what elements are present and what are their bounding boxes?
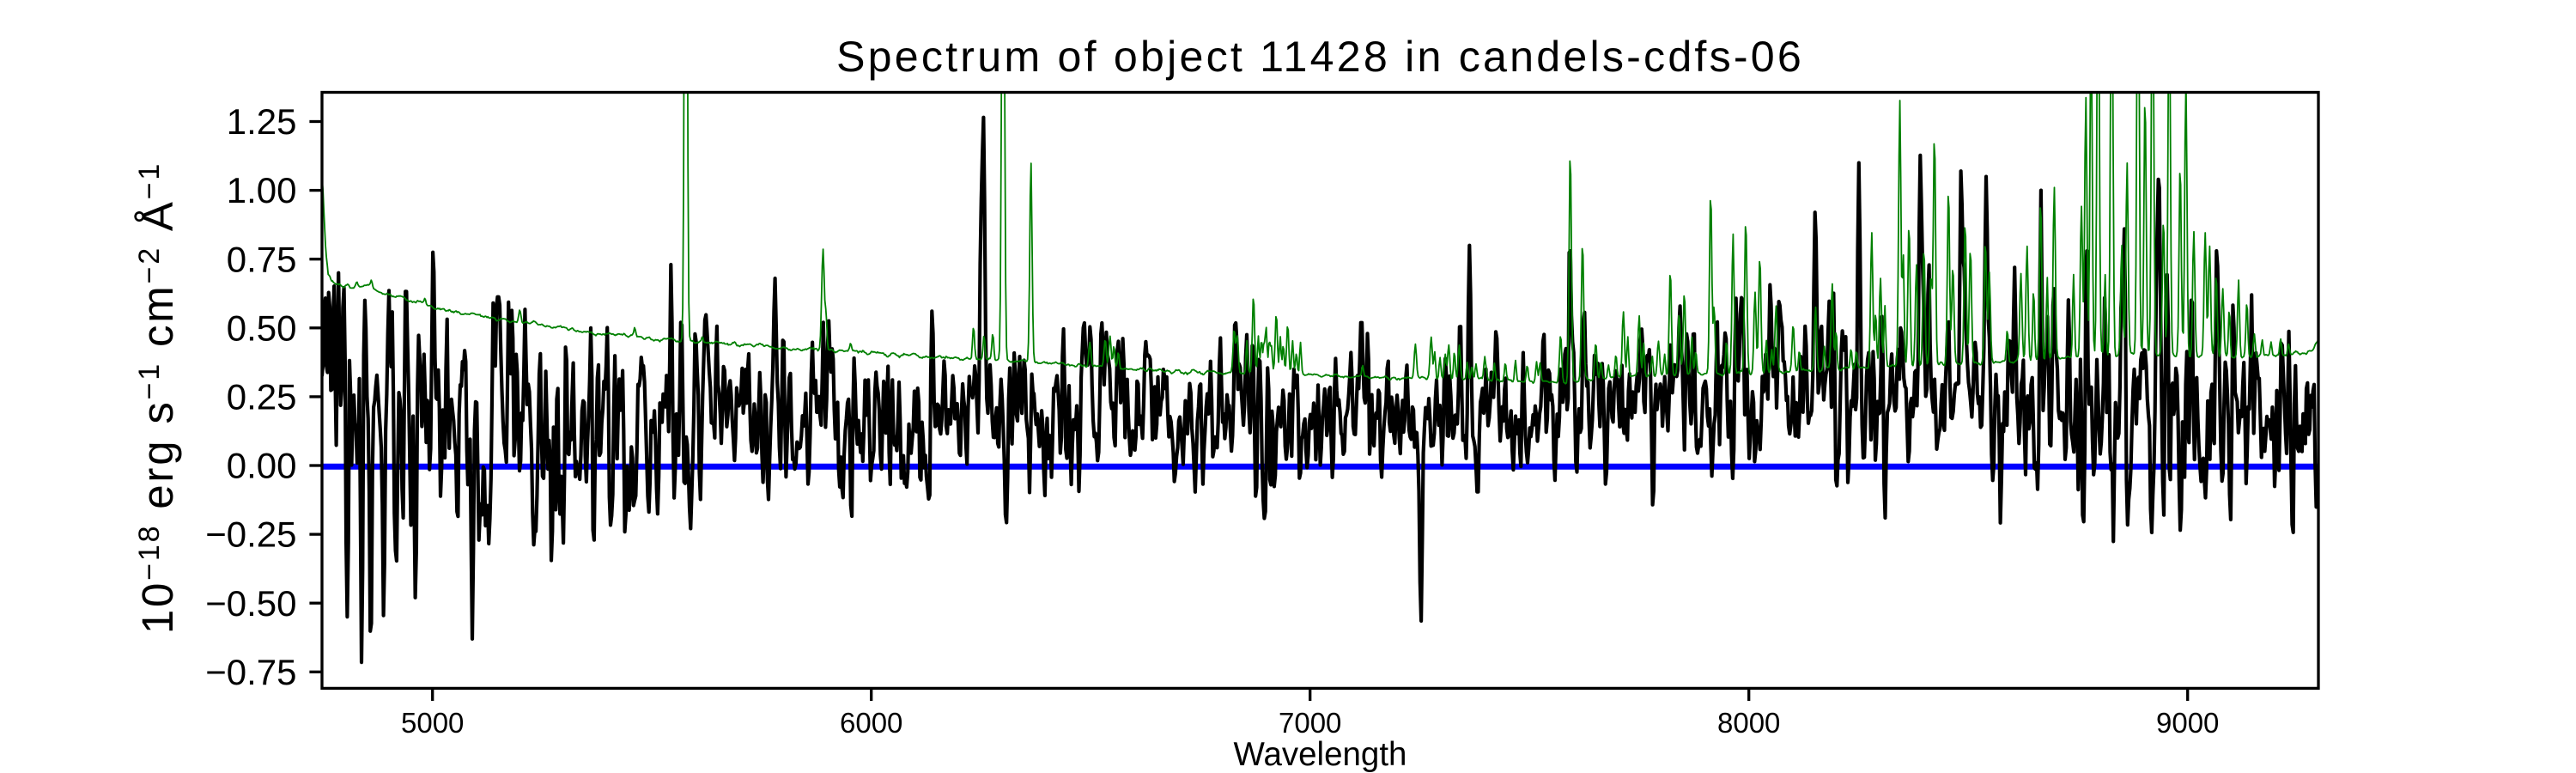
svg-text:−0.50: −0.50 — [205, 583, 296, 624]
svg-text:6000: 6000 — [840, 707, 902, 739]
svg-text:7000: 7000 — [1279, 707, 1341, 739]
svg-text:Wavelength: Wavelength — [1234, 736, 1407, 773]
svg-text:5000: 5000 — [401, 707, 464, 739]
svg-text:0.25: 0.25 — [227, 377, 297, 417]
svg-text:1.25: 1.25 — [227, 101, 297, 142]
svg-text:−0.25: −0.25 — [205, 514, 296, 555]
svg-text:1.00: 1.00 — [227, 170, 297, 210]
svg-text:Spectrum of object 11428 in ca: Spectrum of object 11428 in candels-cdfs… — [836, 33, 1804, 81]
svg-text:8000: 8000 — [1717, 707, 1780, 739]
svg-text:9000: 9000 — [2156, 707, 2219, 739]
svg-text:0.00: 0.00 — [227, 446, 297, 486]
svg-text:0.50: 0.50 — [227, 307, 297, 348]
svg-text:−0.75: −0.75 — [205, 652, 296, 692]
svg-text:0.75: 0.75 — [227, 239, 297, 279]
